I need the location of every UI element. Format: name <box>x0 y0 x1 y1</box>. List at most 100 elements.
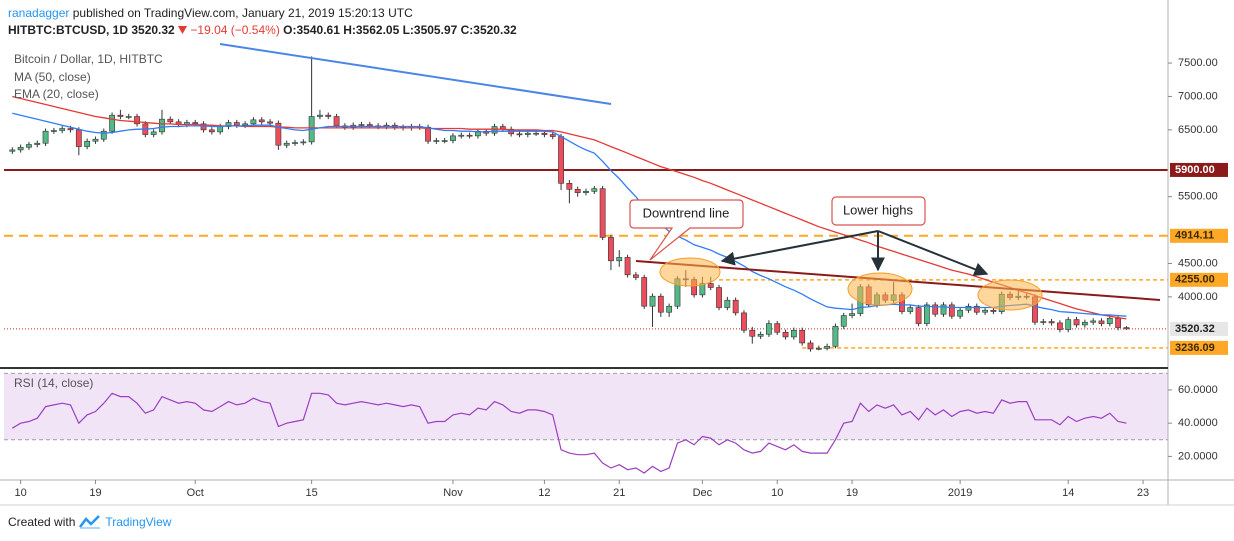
candle-body <box>458 134 465 137</box>
axes: Bitcoin / Dollar, 1D, HITBTC MA (50, clos… <box>0 0 1234 506</box>
level-label-bg <box>1170 272 1228 287</box>
candle-body <box>1065 319 1072 330</box>
candle-body <box>283 142 290 146</box>
candle-body <box>1057 322 1063 330</box>
candle-body <box>583 191 589 193</box>
candle-body <box>932 304 939 315</box>
last-price: 3520.32 <box>131 23 175 37</box>
header: ranadagger published on TradingView.com,… <box>8 5 517 39</box>
candle-body <box>599 188 606 238</box>
footer: Created with TradingView <box>8 515 171 529</box>
candle-body <box>649 295 656 307</box>
x-tick-label: 21 <box>613 487 625 499</box>
x-tick-label: 19 <box>846 487 858 499</box>
candle-body <box>940 304 947 315</box>
candle-body <box>366 124 373 127</box>
candle-body <box>358 124 365 126</box>
header-line: HITBTC:BTCUSD, 1D 3520.32 −19.04 (−0.54%… <box>8 22 517 39</box>
candle-body <box>965 305 972 311</box>
x-tick-label: 10 <box>15 487 27 499</box>
candle-body <box>807 342 814 350</box>
candle-body <box>67 128 74 131</box>
candle-body <box>300 141 307 144</box>
candle-body <box>1090 320 1097 323</box>
candle-body <box>707 283 714 288</box>
candle-body <box>533 132 540 135</box>
y-tick-label: 4000.00 <box>1178 291 1218 303</box>
chart: Downtrend line Lower highs Bitcoin / Dol… <box>0 0 1234 506</box>
candle-body <box>774 323 781 333</box>
candle-body <box>541 132 548 135</box>
y-tick-label: 6500.00 <box>1178 124 1218 136</box>
candle-body <box>192 122 199 125</box>
trend-line <box>219 43 612 105</box>
candle-body <box>59 128 66 131</box>
candle-body <box>275 122 282 146</box>
candle-body <box>50 130 57 132</box>
x-tick-label: Oct <box>187 487 204 499</box>
candle-body <box>574 189 581 193</box>
y-tick-label: 60.0000 <box>1178 384 1218 396</box>
candle-body <box>159 118 165 133</box>
candle-body <box>441 140 448 142</box>
published: published on TradingView.com, January 21… <box>72 6 413 20</box>
candle-body <box>125 116 132 118</box>
candle-body <box>957 309 964 317</box>
candle-body <box>516 133 523 136</box>
candle-body <box>549 134 556 137</box>
brand: TradingView <box>105 515 172 529</box>
candle-body <box>990 309 997 312</box>
symbol: HITBTC:BTCUSD, 1D <box>8 23 128 37</box>
candle-body <box>907 307 914 312</box>
candle-body <box>250 119 257 125</box>
y-tick-label: 40.0000 <box>1178 417 1218 429</box>
candle-body <box>849 313 855 316</box>
background <box>4 168 1168 441</box>
candle-body <box>75 129 82 147</box>
candle-body <box>134 116 140 125</box>
candle-body <box>292 142 298 144</box>
candle-body <box>757 333 764 337</box>
down-icon <box>178 26 188 34</box>
x-tick-label: 14 <box>1062 487 1074 499</box>
candle-body <box>524 132 531 135</box>
candle-body <box>948 304 955 317</box>
y-tick-label: 5500.00 <box>1178 191 1218 203</box>
y-tick-label: 20.0000 <box>1178 450 1218 462</box>
candle-body <box>425 126 431 142</box>
candle-body <box>832 325 839 347</box>
highlight <box>847 272 913 306</box>
candle-body <box>973 305 980 313</box>
candle-body <box>732 299 739 314</box>
candle-body <box>491 126 498 134</box>
candle-body <box>790 329 797 338</box>
header-line: ranadagger published on TradingView.com,… <box>8 5 517 22</box>
candle-body <box>242 123 249 126</box>
candle-body <box>325 114 332 117</box>
callout-text: Downtrend line <box>643 205 730 220</box>
rsi-line <box>11 392 1127 474</box>
candle-body <box>26 144 32 148</box>
candle-body <box>42 130 49 144</box>
candle-body <box>92 138 99 142</box>
candle-body <box>233 122 240 126</box>
arrow <box>877 230 989 276</box>
x-tick-label: Dec <box>693 487 713 499</box>
level-label: 3236.09 <box>1175 342 1215 354</box>
candle-body <box>1123 327 1130 330</box>
ma-line <box>12 95 1127 320</box>
candle-body <box>109 114 115 132</box>
candle-body <box>641 277 648 307</box>
candle-body <box>317 114 323 117</box>
drawings: Downtrend line Lower highs <box>219 43 1161 311</box>
candle-body <box>923 304 930 324</box>
callout-text: Lower highs <box>843 202 914 217</box>
candle-body <box>167 118 174 123</box>
candle-body <box>624 257 631 276</box>
candle-body <box>1040 321 1047 323</box>
logo <box>79 515 101 529</box>
candle-body <box>208 129 215 133</box>
candle-body <box>716 287 722 308</box>
x-tick-label: 19 <box>89 487 101 499</box>
